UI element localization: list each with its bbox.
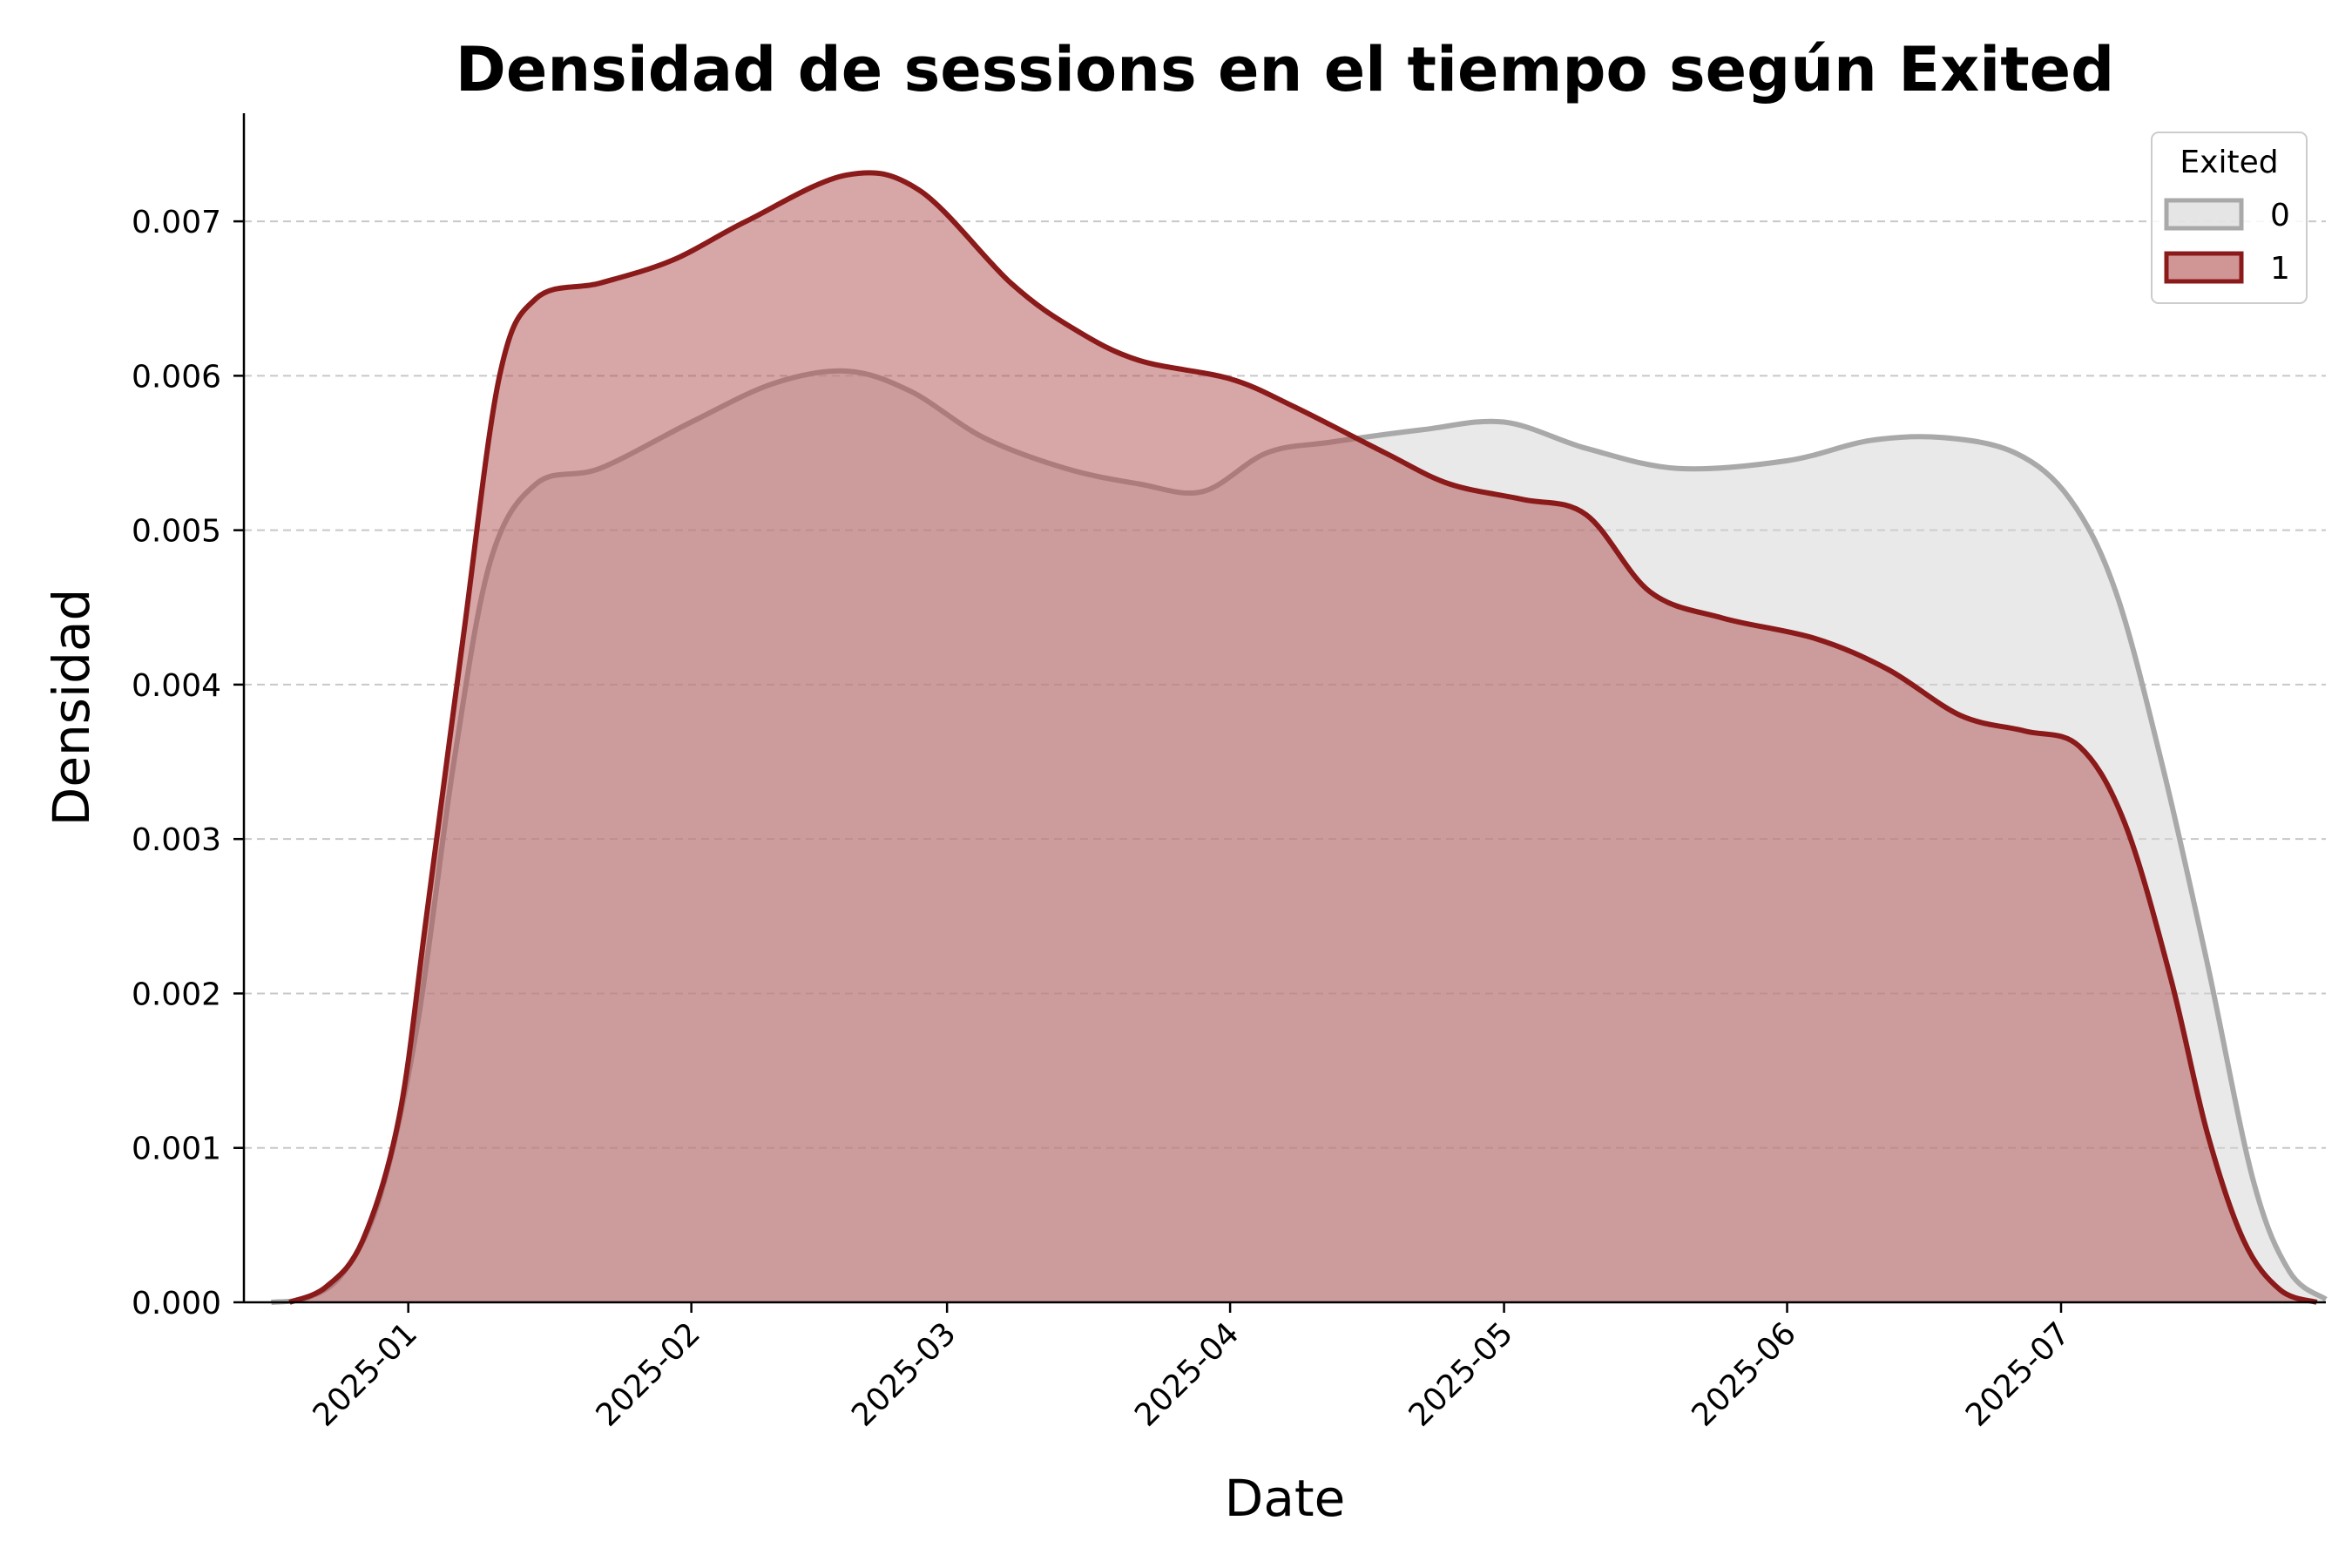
density-area-1: [289, 172, 2317, 1303]
legend-label-1: 1: [2270, 251, 2290, 287]
y-axis-label: Densidad: [42, 589, 101, 827]
density-line-1: [288, 170, 2318, 1305]
density-areas: [271, 170, 2328, 1305]
x-tick-label: 2025-05: [1402, 1315, 1520, 1433]
axes: [242, 113, 2326, 1304]
y-tick-label: 0.004: [132, 668, 221, 704]
x-tick-label: 2025-04: [1128, 1315, 1246, 1433]
y-tick-label: 0.003: [132, 822, 221, 858]
y-tick-label: 0.005: [132, 514, 221, 550]
legend-label-0: 0: [2270, 198, 2290, 233]
x-axis-label: Date: [1225, 1469, 1346, 1528]
legend-swatch-1: [2164, 251, 2244, 284]
x-tick-label: 2025-03: [845, 1315, 963, 1433]
y-tick-label: 0.002: [132, 977, 221, 1012]
y-tick-label: 0.007: [132, 205, 221, 240]
legend-title: Exited: [2180, 145, 2278, 180]
x-tick-label: 2025-07: [1959, 1315, 2077, 1433]
x-tick-label: 2025-01: [307, 1315, 424, 1433]
x-ticks: 2025-01 2025-02 2025-03 2025-04 2025-05 2025-…: [307, 1302, 2077, 1434]
legend-swatch-0: [2164, 198, 2244, 231]
y-tick-label: 0.000: [132, 1286, 221, 1321]
y-ticks: 0.000 0.001 0.002 0.003 0.004 0.005 0.006 0.007: [132, 205, 244, 1321]
y-tick-label: 0.006: [132, 359, 221, 395]
y-tick-label: 0.001: [132, 1132, 221, 1167]
x-tick-label: 2025-02: [590, 1315, 707, 1433]
legend: Exited 0 1: [2151, 132, 2308, 304]
x-tick-label: 2025-06: [1686, 1315, 1803, 1433]
chart-title: Densidad de sessions en el tiempo según …: [456, 34, 2115, 105]
